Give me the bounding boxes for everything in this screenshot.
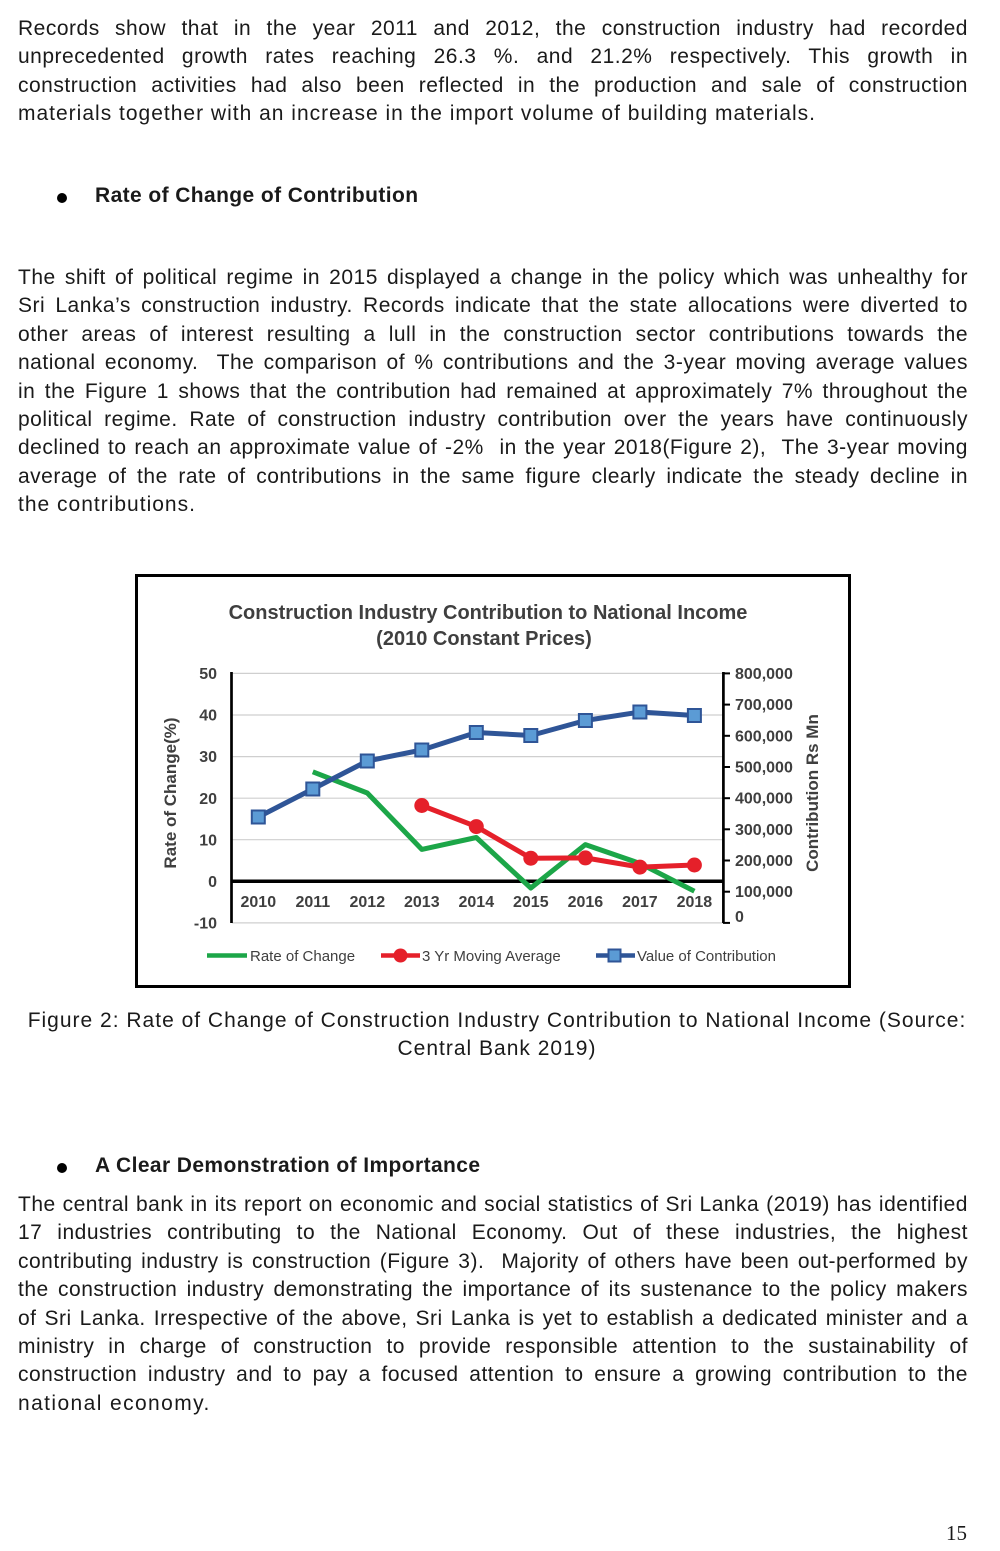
svg-text:500,000: 500,000 — [735, 760, 793, 777]
svg-text:40: 40 — [199, 708, 217, 725]
svg-text:2010: 2010 — [241, 894, 277, 911]
svg-text:400,000: 400,000 — [735, 791, 793, 808]
svg-text:Rate of Change: Rate of Change — [250, 948, 355, 965]
svg-text:30: 30 — [199, 749, 217, 766]
svg-text:Rate of Change(%): Rate of Change(%) — [161, 717, 180, 868]
svg-text:0: 0 — [735, 909, 744, 926]
svg-text:2011: 2011 — [295, 894, 330, 911]
svg-text:-10: -10 — [194, 916, 217, 933]
svg-text:Contribution Rs Mn: Contribution Rs Mn — [803, 714, 822, 872]
svg-text:600,000: 600,000 — [735, 728, 793, 745]
svg-text:2017: 2017 — [622, 894, 658, 911]
svg-text:3 Yr Moving Average: 3 Yr Moving Average — [422, 948, 561, 965]
svg-text:300,000: 300,000 — [735, 822, 793, 839]
svg-text:700,000: 700,000 — [735, 697, 793, 714]
svg-text:10: 10 — [199, 832, 217, 849]
svg-text:800,000: 800,000 — [735, 666, 793, 683]
svg-text:Construction Industry Contribu: Construction Industry Contribution to Na… — [229, 602, 748, 624]
svg-text:0: 0 — [208, 874, 217, 891]
svg-text:20: 20 — [199, 791, 217, 808]
svg-text:2012: 2012 — [350, 894, 386, 911]
svg-text:Value of Contribution: Value of Contribution — [637, 948, 776, 965]
svg-text:2015: 2015 — [513, 894, 549, 911]
svg-text:(2010 Constant Prices): (2010 Constant Prices) — [376, 628, 592, 650]
svg-text:2013: 2013 — [404, 894, 440, 911]
svg-text:2016: 2016 — [568, 894, 604, 911]
svg-text:2014: 2014 — [459, 894, 495, 911]
svg-text:100,000: 100,000 — [735, 884, 793, 901]
svg-text:50: 50 — [199, 666, 217, 683]
svg-text:2018: 2018 — [677, 894, 713, 911]
svg-text:200,000: 200,000 — [735, 853, 793, 870]
